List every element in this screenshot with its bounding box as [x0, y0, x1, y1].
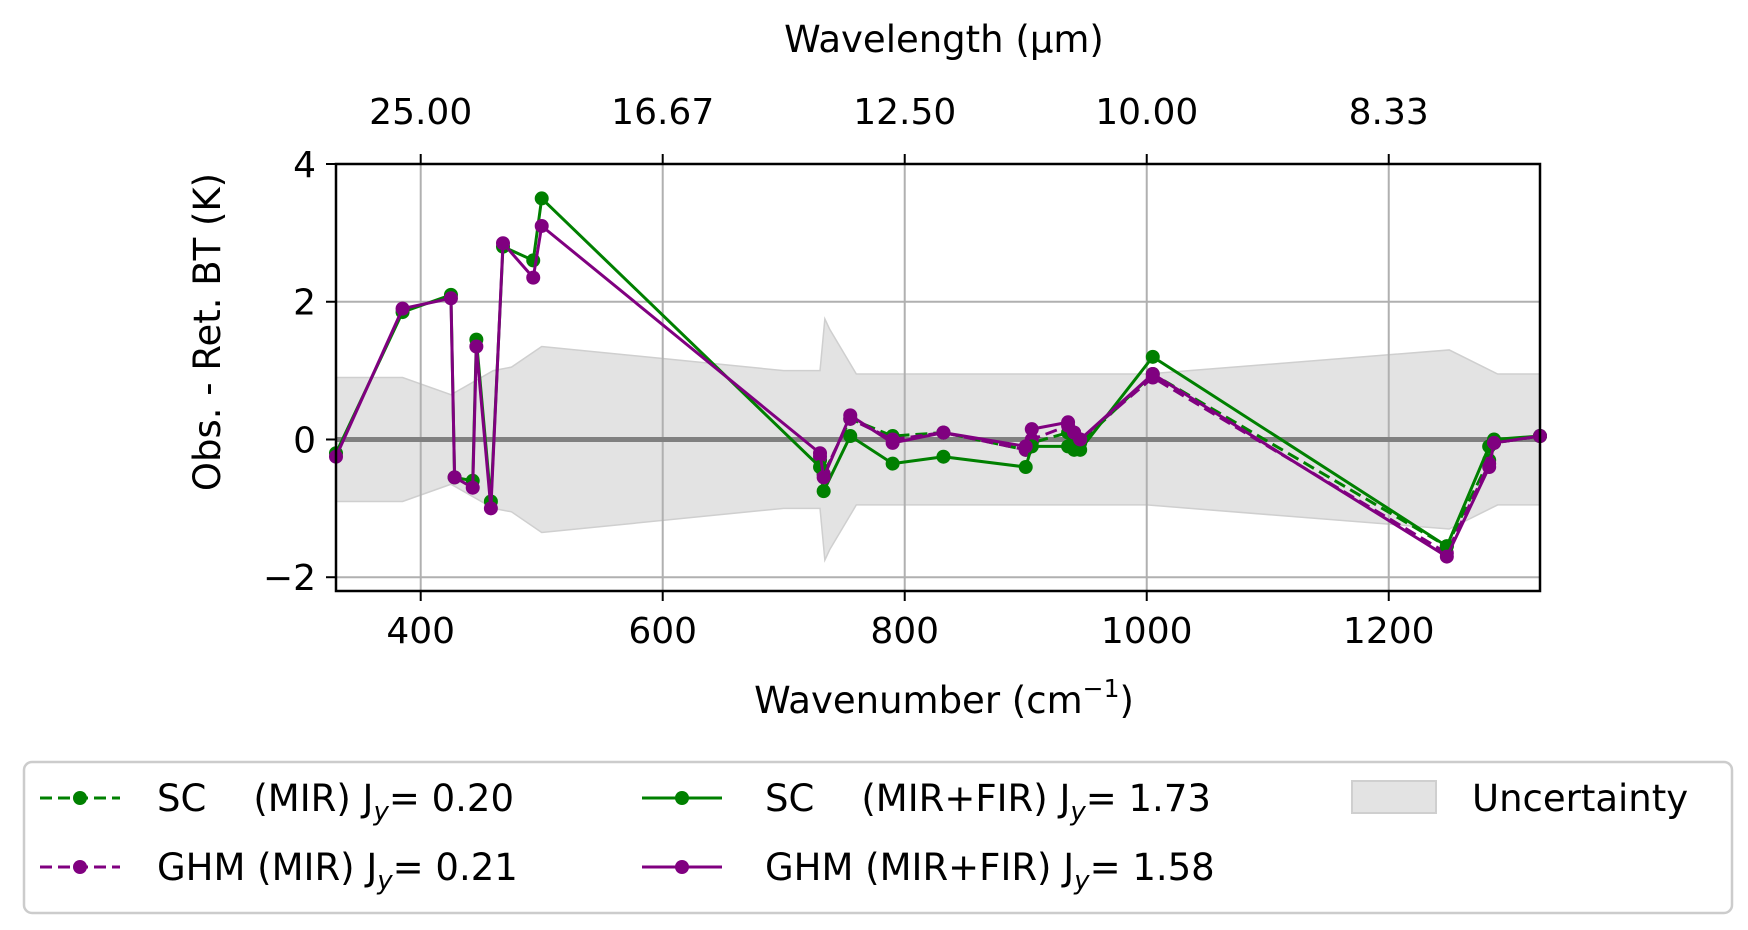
data-point: [816, 484, 831, 499]
legend-label-sc-mir-fir-name: SC (MIR+FIR) J: [765, 777, 1070, 820]
plot-area: [329, 162, 1547, 593]
legend-entry-uncertainty: Uncertainty: [1351, 777, 1688, 820]
data-point: [936, 449, 951, 464]
legend-entry-ghm-mir-fir: GHM (MIR+FIR) Jy= 1.58: [642, 846, 1215, 896]
data-point: [495, 236, 510, 251]
x-axis-label-text: Wavenumber (cm: [754, 679, 1083, 722]
top-tick-label: 25.00: [369, 92, 472, 133]
data-point: [813, 446, 828, 461]
data-point: [1145, 349, 1160, 364]
x-tick-label: 1000: [1101, 611, 1193, 652]
data-point: [1487, 435, 1502, 450]
legend-entry-ghm-mir: GHM (MIR) Jy= 0.21: [40, 846, 518, 896]
data-point: [1018, 460, 1033, 475]
legend-label-sc-mir-name: SC (MIR) J: [157, 777, 373, 820]
data-point: [534, 191, 549, 206]
legend-label-sc-mir-value: = 0.20: [389, 777, 514, 820]
series-3: [329, 218, 1547, 564]
data-point: [526, 270, 541, 285]
data-point: [885, 435, 900, 450]
data-point: [447, 470, 462, 485]
legend-swatch-ghm-mir-marker: [73, 860, 87, 874]
data-point: [1482, 460, 1497, 475]
top-tick-label: 10.00: [1095, 92, 1198, 133]
data-point: [1073, 432, 1088, 447]
data-point: [936, 425, 951, 440]
data-point: [1024, 422, 1039, 437]
top-tick-label: 8.33: [1349, 92, 1429, 133]
legend: SC (MIR) Jy= 0.20 GHM (MIR) Jy= 0.21 SC …: [22, 760, 1734, 915]
top-axis-label: Wavelength (µm): [784, 18, 1104, 61]
y-tick-label: 2: [293, 283, 316, 324]
x-tick-label: 800: [870, 611, 939, 652]
legend-swatch-ghm-mir-fir-marker: [675, 860, 689, 874]
legend-label-ghm-mir-name: GHM (MIR) J: [157, 846, 377, 889]
legend-swatch-sc-mir-marker: [73, 791, 87, 805]
legend-label-uncertainty: Uncertainty: [1472, 777, 1688, 820]
axes-layer: 400 600 800 1000 1200 25.00 16.67 12.50 10.00 8.3…: [263, 92, 1435, 652]
plot-frame: [334, 162, 1542, 593]
top-tick-label: 12.50: [853, 92, 956, 133]
x-tick-label: 400: [386, 611, 455, 652]
legend-label-sc-mir: SC (MIR) Jy= 0.20: [157, 777, 514, 827]
data-point: [1061, 415, 1076, 430]
x-axis-label: Wavenumber (cm−1): [754, 674, 1134, 722]
data-point: [1073, 442, 1088, 457]
legend-label-sc-mir-fir: SC (MIR+FIR) Jy= 1.73: [765, 777, 1211, 827]
x-axis-label-close: ): [1119, 679, 1133, 722]
legend-entry-sc-mir: SC (MIR) Jy= 0.20: [40, 777, 514, 827]
x-axis-label-superscript: −1: [1083, 674, 1120, 703]
legend-label-sc-mir-fir-value: = 1.73: [1086, 777, 1211, 820]
legend-label-ghm-mir-value: = 0.21: [393, 846, 518, 889]
data-point: [1018, 439, 1033, 454]
data-point: [395, 301, 410, 316]
legend-entry-sc-mir-fir: SC (MIR+FIR) Jy= 1.73: [642, 777, 1211, 827]
legend-label-ghm-mir-subscript: y: [376, 866, 393, 896]
y-tick-label: −2: [263, 558, 316, 599]
data-point: [843, 429, 858, 444]
legend-frame: [22, 760, 1734, 915]
legend-label-sc-mir-fir-subscript: y: [1069, 797, 1086, 827]
y-axis-label: Obs. - Ret. BT (K): [186, 173, 229, 491]
data-point: [885, 456, 900, 471]
legend-swatch-sc-mir-fir-marker: [675, 791, 689, 805]
legend-label-ghm-mir-fir-name: GHM (MIR+FIR) J: [765, 846, 1074, 889]
data-point: [443, 291, 458, 306]
x-tick-label: 600: [628, 611, 697, 652]
data-point: [1439, 549, 1454, 564]
legend-label-sc-mir-subscript: y: [372, 797, 389, 827]
data-point: [843, 408, 858, 423]
data-point: [483, 501, 498, 516]
legend-swatch-uncertainty: [1351, 780, 1437, 814]
legend-label-ghm-mir-fir-value: = 1.58: [1090, 846, 1215, 889]
legend-label-ghm-mir-fir-subscript: y: [1073, 866, 1090, 896]
legend-label-ghm-mir-fir: GHM (MIR+FIR) Jy= 1.58: [765, 846, 1215, 896]
top-tick-label: 16.67: [611, 92, 714, 133]
data-point: [469, 339, 484, 354]
y-tick-label: 4: [293, 145, 316, 186]
y-tick-label: 0: [293, 420, 316, 461]
data-point: [816, 470, 831, 485]
legend-label-ghm-mir: GHM (MIR) Jy= 0.21: [157, 846, 518, 896]
data-point: [465, 480, 480, 495]
data-point: [534, 218, 549, 233]
data-point: [1145, 367, 1160, 382]
x-tick-label: 1200: [1343, 611, 1435, 652]
series-layer: [329, 191, 1547, 564]
